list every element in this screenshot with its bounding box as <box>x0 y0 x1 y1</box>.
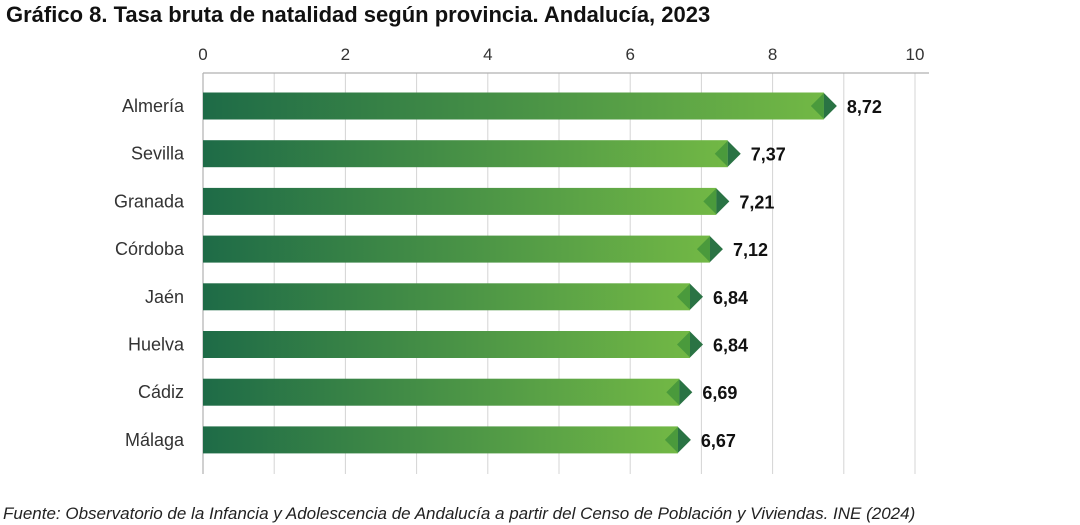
x-tick-label: 0 <box>198 45 207 64</box>
bar <box>203 187 717 215</box>
category-label: Almería <box>122 96 185 116</box>
bar-end-diamond <box>823 93 837 119</box>
category-label: Sevilla <box>131 144 185 164</box>
chart-title: Gráfico 8. Tasa bruta de natalidad según… <box>6 2 711 27</box>
bar-end-diamond <box>690 283 704 310</box>
bar-end-diamond <box>810 93 824 119</box>
source-note: Fuente: Observatorio de la Infancia y Ad… <box>3 504 916 523</box>
x-tick-label: 4 <box>483 45 492 64</box>
bar-end-diamond <box>679 379 693 406</box>
bar-end-diamond <box>714 140 728 167</box>
value-label: 6,67 <box>701 431 736 451</box>
bar <box>203 331 691 358</box>
bar <box>203 426 678 454</box>
bar-end-diamond <box>677 283 691 310</box>
category-label: Jaén <box>145 287 184 307</box>
x-tick-label: 2 <box>341 45 350 64</box>
category-label: Cádiz <box>138 382 184 402</box>
bars <box>203 92 837 454</box>
bar-end-diamond <box>677 426 691 453</box>
bar-end-diamond <box>677 331 691 358</box>
bar-end-diamond <box>727 140 741 167</box>
value-label: 6,69 <box>702 383 737 403</box>
labels: 0 2 4 6 8 10 Almería 8,72 Sevilla 7,37 Granada 7,21… <box>114 45 925 451</box>
bar <box>203 235 710 263</box>
bar-end-diamond <box>690 331 704 358</box>
value-label: 7,21 <box>739 192 774 212</box>
bar <box>203 92 824 120</box>
value-label: 7,12 <box>733 240 768 260</box>
bar-end-diamond <box>664 426 678 453</box>
value-label: 8,72 <box>847 97 882 117</box>
bar-end-diamond <box>666 379 680 406</box>
x-tick-label: 6 <box>625 45 634 64</box>
value-label: 7,37 <box>751 145 786 165</box>
category-label: Huelva <box>128 335 185 355</box>
bar-end-diamond <box>709 236 723 263</box>
value-label: 6,84 <box>713 288 748 308</box>
x-tick-label: 8 <box>768 45 777 64</box>
category-label: Córdoba <box>115 239 185 259</box>
x-tick-label: 10 <box>906 45 925 64</box>
bar-end-diamond <box>696 236 710 263</box>
bar <box>203 283 691 311</box>
bar-end-diamond <box>716 188 730 215</box>
category-label: Málaga <box>125 430 185 450</box>
bar <box>203 378 680 406</box>
bar <box>203 140 728 168</box>
bar-end-diamond <box>703 188 717 215</box>
category-label: Granada <box>114 191 185 211</box>
grid-lines <box>202 72 929 474</box>
value-label: 6,84 <box>713 336 748 356</box>
